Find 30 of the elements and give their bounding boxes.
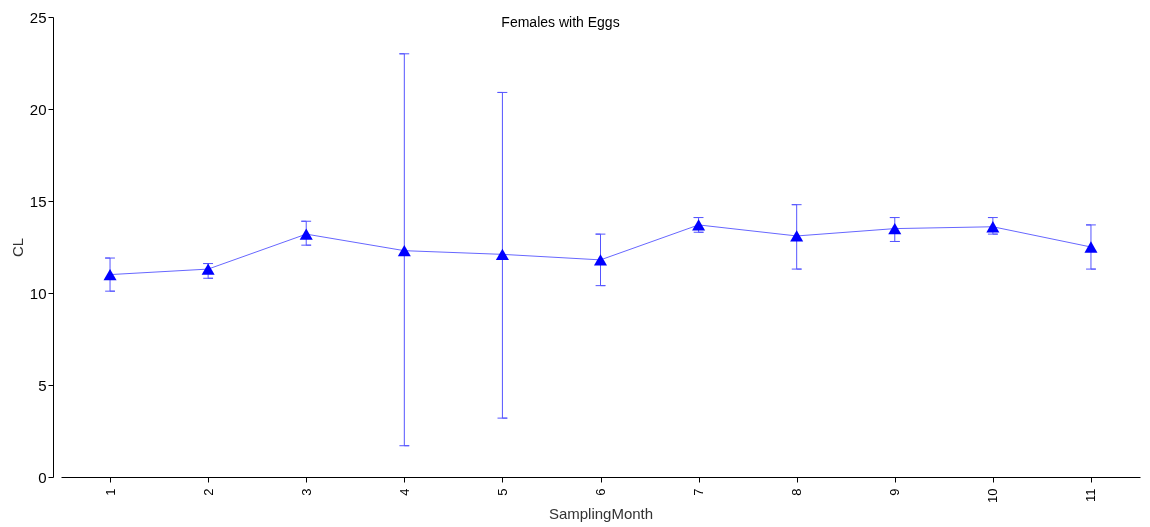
point [201,263,215,275]
x-tick-label: 10 [985,488,1001,503]
x-tick-label: 4 [396,488,412,496]
x-tick-label: 2 [200,488,216,496]
y-tick-label: 5 [38,376,47,394]
point [299,228,313,240]
point [495,248,509,261]
y-tick-label: 20 [29,100,47,118]
x-tick-label: 8 [789,488,805,496]
x-tick-label: 11 [1083,488,1099,502]
x-tick-label: 1 [102,488,118,496]
point [888,222,902,235]
y-tick-label: 0 [38,468,47,486]
point [790,230,804,242]
x-tick-label: 9 [887,488,903,496]
y-tick-label: 15 [29,192,47,210]
chart-title: Females with Eggs [501,14,620,30]
x-tick-label: 6 [593,488,608,496]
x-tick-label: 5 [494,488,510,496]
x-tick-label: 3 [298,488,314,496]
point [593,254,608,266]
x-axis-title: SamplingMonth [548,504,654,522]
point [397,245,411,257]
y-axis-title: CL [8,237,26,258]
point [986,221,1000,233]
point [103,268,117,281]
x-tick-label: 7 [691,488,707,496]
y-tick-label: 25 [29,8,47,26]
y-tick-label: 10 [29,284,47,302]
point [1084,241,1098,253]
